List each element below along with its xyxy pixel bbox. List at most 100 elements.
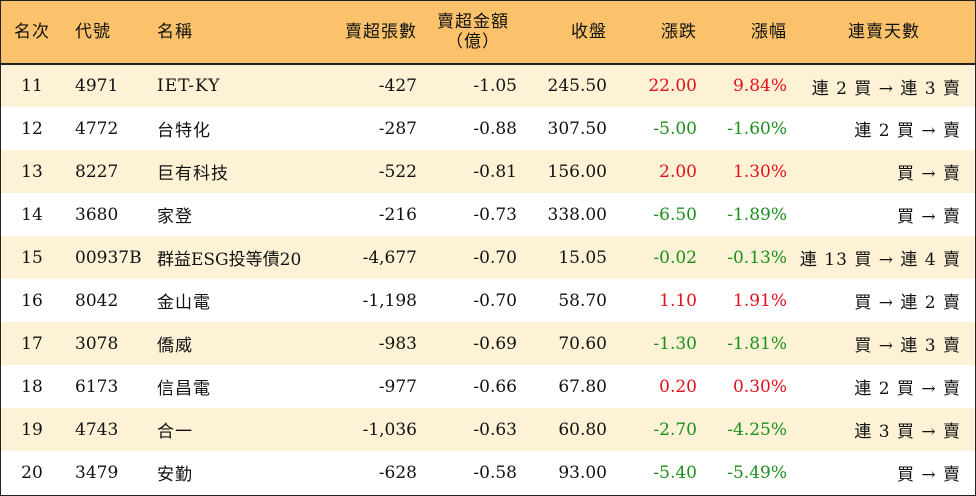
- cell-rank: 11: [21, 76, 43, 96]
- cell-net-sell-lots: -522: [378, 161, 417, 182]
- cell-close: 338.00: [547, 204, 607, 225]
- cell-code: 6173: [75, 376, 119, 397]
- header-streak: 連賣天數: [793, 1, 975, 65]
- cell-code: 4743: [75, 419, 119, 440]
- cell-name: 巨有科技: [157, 164, 229, 184]
- cell-net-sell-amount: -1.05: [473, 76, 517, 96]
- cell-change-pct: 1.30%: [732, 161, 787, 182]
- cell-net-sell-amount: -0.63: [473, 419, 517, 440]
- cell-net-sell-amount: -0.66: [473, 376, 517, 397]
- cell-code: 4772: [75, 118, 119, 139]
- table-row: 11 4971 IET-KY -427 -1.05 245.50 22.00 9…: [1, 64, 975, 107]
- cell-close: 70.60: [558, 333, 607, 354]
- cell-change: -1.30: [653, 333, 697, 354]
- cell-streak: 買 → 連 2 賣: [854, 293, 961, 313]
- cell-name: 僑威: [157, 336, 193, 356]
- cell-name: 家登: [157, 207, 193, 227]
- cell-net-sell-amount: -0.58: [473, 462, 517, 483]
- header-name: 名稱: [145, 1, 323, 65]
- cell-name: IET-KY: [157, 76, 221, 96]
- cell-net-sell-lots: -977: [378, 376, 417, 397]
- cell-net-sell-lots: -628: [378, 462, 417, 483]
- cell-net-sell-lots: -1,198: [362, 290, 417, 311]
- cell-change: 0.20: [659, 376, 697, 397]
- cell-streak: 連 2 買 → 賣: [854, 379, 961, 399]
- cell-rank: 12: [21, 118, 43, 139]
- cell-net-sell-amount: -0.73: [473, 204, 517, 225]
- cell-net-sell-lots: -1,036: [362, 419, 417, 440]
- cell-streak: 買 → 賣: [896, 164, 961, 184]
- cell-rank: 20: [21, 462, 43, 483]
- header-net-sell-amount-line1: 賣超金額: [437, 12, 509, 32]
- header-rank: 名次: [1, 1, 63, 65]
- header-net-sell-lots: 賣超張數: [323, 1, 423, 65]
- cell-net-sell-lots: -4,677: [362, 247, 417, 268]
- table-row: 14 3680 家登 -216 -0.73 338.00 -6.50 -1.89…: [1, 193, 975, 236]
- cell-change: 1.10: [659, 290, 697, 311]
- table-row: 12 4772 台特化 -287 -0.88 307.50 -5.00 -1.6…: [1, 107, 975, 150]
- cell-streak: 連 13 買 → 連 4 賣: [799, 250, 961, 270]
- cell-change-pct: -0.13%: [727, 247, 787, 268]
- cell-net-sell-amount: -0.70: [473, 290, 517, 311]
- cell-code: 4971: [75, 76, 119, 96]
- cell-streak: 買 → 連 3 賣: [854, 336, 961, 356]
- cell-streak: 連 3 買 → 賣: [854, 422, 961, 442]
- table-header: 名次 代號 名稱 賣超張數 賣超金額 （億） 收盤 漲跌 漲幅 連賣天數: [1, 1, 975, 65]
- table-row: 13 8227 巨有科技 -522 -0.81 156.00 2.00 1.30…: [1, 150, 975, 193]
- header-close: 收盤: [523, 1, 613, 65]
- cell-net-sell-lots: -983: [378, 333, 417, 354]
- cell-close: 307.50: [547, 118, 607, 139]
- cell-rank: 19: [21, 419, 43, 440]
- cell-code: 8227: [75, 161, 119, 182]
- table-row: 20 3479 安勤 -628 -0.58 93.00 -5.40 -5.49%…: [1, 451, 975, 494]
- cell-close: 67.80: [558, 376, 607, 397]
- cell-change-pct: 0.30%: [732, 376, 787, 397]
- cell-net-sell-amount: -0.70: [473, 247, 517, 268]
- table-row: 19 4743 合一 -1,036 -0.63 60.80 -2.70 -4.2…: [1, 408, 975, 451]
- table-row: 15 00937B 群益ESG投等債20 -4,677 -0.70 15.05 …: [1, 236, 975, 279]
- cell-name: 信昌電: [157, 379, 211, 399]
- cell-change-pct: 1.91%: [732, 290, 787, 311]
- header-change-pct: 漲幅: [703, 1, 793, 65]
- table-row: 16 8042 金山電 -1,198 -0.70 58.70 1.10 1.91…: [1, 279, 975, 322]
- cell-change-pct: -1.60%: [727, 118, 787, 139]
- cell-streak: 連 2 買 → 賣: [854, 121, 961, 141]
- cell-code: 00937B: [75, 247, 142, 268]
- cell-close: 58.70: [558, 290, 607, 311]
- cell-streak: 買 → 賣: [896, 465, 961, 485]
- table-row: 17 3078 僑威 -983 -0.69 70.60 -1.30 -1.81%…: [1, 322, 975, 365]
- cell-change-pct: -1.89%: [727, 204, 787, 225]
- cell-change-pct: 9.84%: [732, 76, 787, 96]
- cell-change: -0.02: [653, 247, 697, 268]
- cell-close: 245.50: [547, 76, 607, 96]
- cell-change: 2.00: [659, 161, 697, 182]
- cell-change-pct: -5.49%: [727, 462, 787, 483]
- cell-change-pct: -1.81%: [727, 333, 787, 354]
- header-net-sell-amount-line2: （億）: [446, 32, 500, 52]
- cell-net-sell-amount: -0.69: [473, 333, 517, 354]
- cell-rank: 17: [21, 333, 43, 354]
- cell-streak: 連 2 買 → 連 3 賣: [811, 78, 961, 99]
- cell-net-sell-lots: -427: [378, 76, 417, 96]
- cell-change: -5.40: [653, 462, 697, 483]
- cell-streak: 買 → 賣: [896, 207, 961, 227]
- cell-code: 3479: [75, 462, 119, 483]
- cell-change: -6.50: [653, 204, 697, 225]
- cell-change-pct: -4.25%: [727, 419, 787, 440]
- cell-rank: 16: [21, 290, 43, 311]
- cell-rank: 15: [21, 247, 43, 268]
- cell-name: 金山電: [157, 293, 211, 313]
- header-row: 名次 代號 名稱 賣超張數 賣超金額 （億） 收盤 漲跌 漲幅 連賣天數: [1, 1, 975, 65]
- cell-name: 台特化: [157, 121, 211, 141]
- cell-change: 22.00: [648, 76, 697, 96]
- cell-net-sell-amount: -0.88: [473, 118, 517, 139]
- cell-close: 15.05: [558, 247, 607, 268]
- cell-rank: 13: [21, 161, 43, 182]
- cell-name: 合一: [157, 422, 193, 442]
- cell-code: 8042: [75, 290, 119, 311]
- header-change: 漲跌: [613, 1, 703, 65]
- cell-close: 93.00: [558, 462, 607, 483]
- cell-code: 3078: [75, 333, 119, 354]
